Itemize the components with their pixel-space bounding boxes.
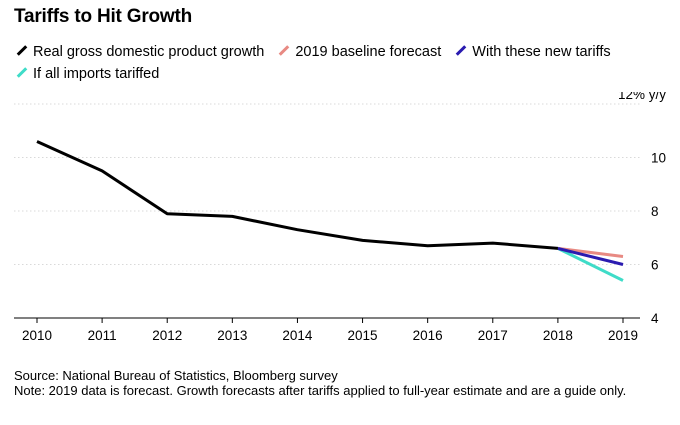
- y-tick-label-10: 10: [651, 151, 666, 166]
- x-tick-label-2017: 2017: [478, 328, 508, 343]
- legend-swatch-all-imports: [16, 67, 28, 78]
- x-tick-label-2018: 2018: [543, 328, 573, 343]
- legend-item-new-tariffs: With these new tariffs: [453, 41, 611, 63]
- legend-swatch-gdp: [16, 45, 28, 56]
- legend-item-baseline: 2019 baseline forecast: [276, 41, 441, 63]
- legend: Real gross domestic product growth 2019 …: [14, 41, 674, 85]
- x-tick-label-2013: 2013: [217, 328, 247, 343]
- x-tick-label-2019: 2019: [608, 328, 638, 343]
- x-tick-label-2015: 2015: [348, 328, 378, 343]
- line-chart: 4 6 8 10 12% y/y 2010 2011 2012 2013 2014 2015 2016…: [14, 92, 666, 343]
- note-text: Note: 2019 data is forecast. Growth fore…: [14, 383, 627, 398]
- legend-item-all-imports: If all imports tariffed: [14, 63, 159, 85]
- y-tick-label-8: 8: [651, 204, 659, 219]
- x-tick-label-2016: 2016: [413, 328, 443, 343]
- x-tick-label-2010: 2010: [22, 328, 52, 343]
- chart-title: Tariffs to Hit Growth: [14, 6, 193, 27]
- chart-footer: Source: National Bureau of Statistics, B…: [14, 368, 664, 398]
- y-tick-label-12: 12% y/y: [618, 92, 666, 102]
- series-line-new-tariffs: [557, 246, 624, 266]
- x-tick-label-2014: 2014: [282, 328, 313, 343]
- legend-swatch-new-tariffs: [455, 45, 467, 56]
- x-tick-label-2012: 2012: [152, 328, 182, 343]
- legend-label-baseline: 2019 baseline forecast: [295, 44, 442, 60]
- legend-label-all-imports: If all imports tariffed: [33, 66, 160, 82]
- legend-item-gdp: Real gross domestic product growth: [14, 41, 264, 63]
- series-line-all-imports: [557, 247, 624, 282]
- x-tick-label-2011: 2011: [88, 328, 117, 343]
- y-tick-label-6: 6: [651, 258, 659, 273]
- legend-label-gdp: Real gross domestic product growth: [33, 44, 265, 60]
- series-line-gdp: [36, 140, 559, 250]
- source-text: Source: National Bureau of Statistics, B…: [14, 368, 338, 383]
- legend-label-new-tariffs: With these new tariffs: [472, 44, 611, 60]
- y-tick-label-4: 4: [651, 311, 659, 326]
- legend-swatch-baseline: [279, 45, 290, 56]
